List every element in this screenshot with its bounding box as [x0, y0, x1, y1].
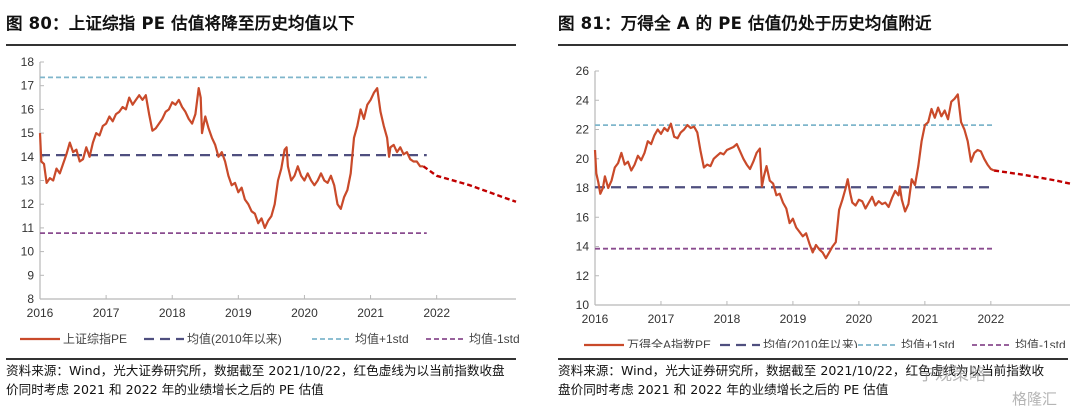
y-tick-label: 10 [576, 298, 590, 312]
y-tick-label: 26 [576, 64, 590, 78]
series-pe-forecast [993, 169, 1071, 185]
y-tick-label: 15 [21, 126, 35, 140]
x-tick-label: 2018 [159, 306, 186, 320]
legend-mean-plus-1std-label: 均值+1std [901, 337, 955, 348]
y-tick-label: 12 [21, 197, 35, 211]
y-tick-label: 14 [576, 240, 590, 254]
brand-watermark: 格隆汇 [1012, 390, 1058, 408]
x-tick-label: 2021 [357, 306, 384, 320]
x-tick-label: 2020 [846, 312, 873, 326]
legend-pe-label: 上证综指PE [63, 331, 127, 346]
series-pe-forecast [422, 165, 517, 203]
title-divider [558, 44, 1068, 46]
source-note: 资料来源：Wind，光大证券研究所，数据截至 2021/10/22，红色虚线为以… [6, 361, 518, 399]
x-tick-label: 2021 [912, 312, 939, 326]
x-tick-label: 2022 [423, 306, 450, 320]
x-tick-label: 2017 [93, 306, 120, 320]
figure-title: 图 81：万得全 A 的 PE 估值仍处于历史均值附近 [558, 14, 932, 33]
legend-mean-minus-1std-label: 均值-1std [1015, 337, 1066, 348]
legend-mean-label: 均值(2010年以来) [187, 331, 282, 346]
x-tick-label: 2017 [648, 312, 675, 326]
legend-mean-label: 均值(2010年以来) [763, 337, 858, 348]
wechat-watermark: 宁观策略 [918, 365, 986, 385]
y-tick-label: 11 [22, 221, 35, 235]
source-divider [558, 358, 1068, 360]
legend-mean-minus-1std-label: 均值-1std [469, 331, 520, 346]
y-tick-label: 14 [21, 150, 35, 164]
y-tick-label: 22 [576, 123, 590, 137]
y-tick-label: 17 [21, 79, 35, 93]
figure-title: 图 80：上证综指 PE 估值将降至历史均值以下 [6, 14, 355, 33]
y-tick-label: 16 [21, 102, 35, 116]
y-tick-label: 8 [27, 292, 34, 306]
x-tick-label: 2020 [291, 306, 318, 320]
source-line-1: 资料来源：Wind，光大证券研究所，数据截至 2021/10/22，红色虚线为以… [6, 363, 505, 378]
y-tick-label: 20 [576, 152, 590, 166]
x-tick-label: 2016 [582, 312, 609, 326]
y-tick-label: 12 [576, 269, 590, 283]
title-divider [6, 44, 516, 46]
panel-figure-81: 图 81：万得全 A 的 PE 估值仍处于历史均值附近 10 12 14 16 18 20… [558, 0, 1078, 417]
source-divider [6, 358, 516, 360]
x-tick-label: 2019 [225, 306, 252, 320]
source-line-1: 资料来源：Wind，光大证券研究所，数据截至 2021/10/22，红色虚线为以… [558, 363, 1045, 378]
y-tick-label: 18 [21, 55, 35, 69]
y-tick-label: 9 [27, 268, 34, 282]
panel-figure-80: 图 80：上证综指 PE 估值将降至历史均值以下 8 9 10 11 12 13 14 15 1… [6, 0, 526, 417]
x-tick-label: 2018 [714, 312, 741, 326]
legend-pe-label: 万得全A指数PE [627, 337, 711, 348]
y-tick-label: 16 [576, 210, 590, 224]
chart-shanghai-pe: 8 9 10 11 12 13 14 15 16 17 18 2016 2017 2018 2019 2020… [20, 55, 520, 346]
series-pe-line [593, 93, 995, 260]
x-tick-label: 2019 [780, 312, 807, 326]
legend-mean-plus-1std-label: 均值+1std [355, 331, 409, 346]
y-tick-label: 18 [576, 181, 590, 195]
x-tick-label: 2016 [27, 306, 54, 320]
x-tick-label: 2022 [977, 312, 1004, 326]
y-tick-label: 13 [21, 174, 35, 188]
y-tick-label: 10 [21, 245, 35, 259]
source-line-2: 价同时考虑 2021 和 2022 年的业绩增长之后的 PE 估值 [6, 382, 324, 397]
source-line-2: 盘价同时考虑 2021 和 2022 年的业绩增长之后的 PE 估值 [558, 382, 889, 397]
y-tick-label: 24 [576, 93, 590, 107]
series-pe-line [38, 87, 424, 229]
source-note: 资料来源：Wind，光大证券研究所，数据截至 2021/10/22，红色虚线为以… [558, 361, 1070, 399]
